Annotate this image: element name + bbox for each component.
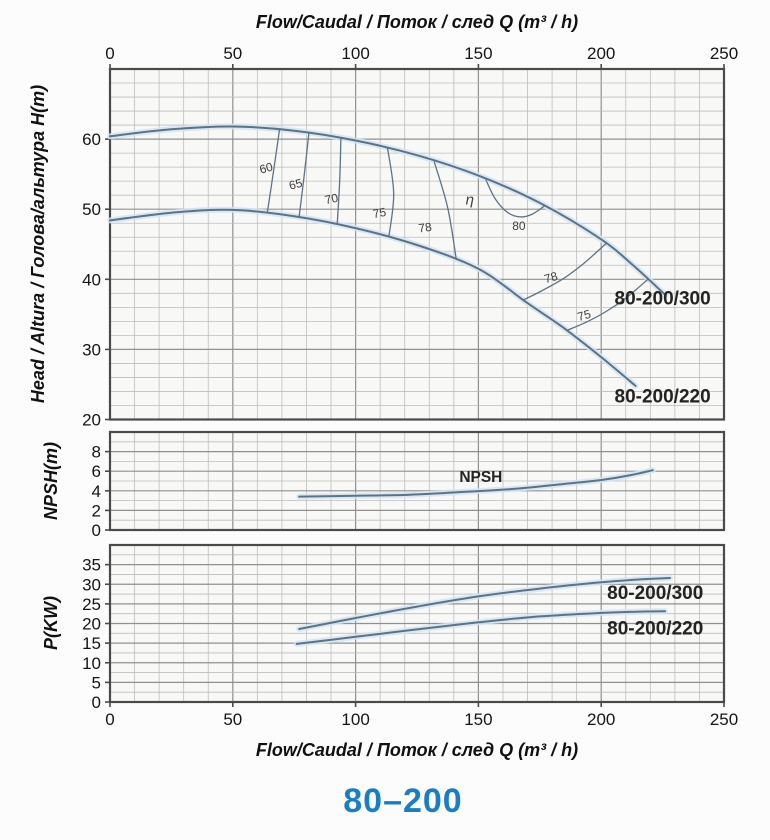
head-y-tick-label: 40: [82, 270, 101, 289]
head-annotation-80: 80: [512, 219, 526, 233]
head-annotation-75: 75: [576, 307, 593, 324]
x-tick-label-top: 250: [710, 44, 738, 63]
npsh-y-tick-label: 6: [92, 462, 101, 481]
head-y-tick-label: 20: [82, 411, 101, 430]
head-efficiency-contour-75: [566, 278, 649, 332]
x-tick-label-top: 100: [341, 44, 369, 63]
x-tick-label-bottom: 50: [223, 710, 242, 729]
npsh-plot-border: [108, 430, 726, 532]
head-annotation-η: η: [466, 191, 474, 208]
npsh-y-tick-label: 4: [92, 482, 101, 501]
head-efficiency-contour-80: [485, 179, 546, 218]
npsh-y-axis-title: NPSH(m): [41, 442, 61, 520]
power-y-tick-label: 30: [82, 575, 101, 594]
curves-layer: [107, 123, 673, 647]
head-efficiency-contour-70: [336, 138, 342, 225]
x-tick-label-bottom: 0: [105, 710, 114, 729]
head-efficiency-contour-75: [386, 148, 395, 238]
head-annotation-60: 60: [258, 160, 275, 177]
head-y-tick-label: 30: [82, 340, 101, 359]
head-annotation-80-200/220: 80-200/220: [615, 387, 711, 408]
x-tick-label-top: 50: [223, 44, 242, 63]
grid-layer: [105, 64, 726, 707]
head-annotation-78: 78: [417, 220, 432, 236]
head-annotation-78: 78: [543, 269, 560, 286]
head-annotation-70: 70: [323, 191, 339, 208]
x-tick-label-bottom: 200: [587, 710, 615, 729]
x-tick-label-bottom: 100: [341, 710, 369, 729]
power-annotation-80-200/300: 80-200/300: [607, 583, 703, 604]
head-efficiency-contour-65: [298, 132, 310, 217]
head-efficiency-contour-60: [266, 129, 281, 214]
x-tick-label-bottom: 250: [710, 710, 738, 729]
head-y-axis-title: Head / Altura / Голова/альтура H(m): [28, 85, 48, 403]
npsh-y-tick-label: 0: [92, 521, 101, 540]
head-efficiency-contour-78: [433, 161, 457, 260]
power-y-tick-label: 10: [82, 654, 101, 673]
x-tick-label-top: 150: [464, 44, 492, 63]
head-annotation-65: 65: [288, 176, 305, 193]
power-curve-80-200/220: [295, 610, 667, 645]
power-y-axis-title: P(KW): [41, 596, 61, 650]
power-y-tick-label: 35: [82, 556, 101, 575]
power-annotation-80-200/220: 80-200/220: [607, 618, 703, 639]
page-title: 80–200: [343, 782, 462, 820]
x-axis-title-bottom: Flow/Caudal / Поток / след Q (m³ / h): [256, 740, 578, 760]
head-annotation-80-200/300: 80-200/300: [615, 289, 711, 310]
head-plot-border: [108, 67, 726, 421]
power-y-tick-label: 20: [82, 615, 101, 634]
x-tick-label-top: 0: [105, 44, 114, 63]
head-curve-80-200/220: [109, 208, 637, 387]
power-y-tick-label: 25: [82, 595, 101, 614]
power-y-tick-label: 0: [92, 693, 101, 712]
npsh-annotation-NPSH: NPSH: [459, 469, 502, 486]
chart-labels-layer: 20304050606065707578η80787580-200/30080-…: [82, 44, 738, 729]
npsh-curve-NPSH: [298, 469, 654, 498]
power-curve-80-200/300: [298, 577, 671, 630]
head-annotation-75: 75: [372, 205, 388, 221]
x-tick-label-top: 200: [587, 44, 615, 63]
head-curve-80-200/300: [109, 125, 667, 296]
head-y-tick-label: 50: [82, 200, 101, 219]
head-y-tick-label: 60: [82, 130, 101, 149]
head-efficiency-contour-78: [522, 243, 607, 301]
npsh-y-tick-label: 8: [92, 443, 101, 462]
power-y-tick-label: 15: [82, 634, 101, 653]
npsh-y-tick-label: 2: [92, 501, 101, 520]
static-titles: Flow/Caudal / Поток / след Q (m³ / h) Fl…: [28, 12, 578, 820]
x-axis-title-top: Flow/Caudal / Поток / след Q (m³ / h): [256, 12, 578, 32]
power-y-tick-label: 5: [92, 673, 101, 692]
x-tick-label-bottom: 150: [464, 710, 492, 729]
